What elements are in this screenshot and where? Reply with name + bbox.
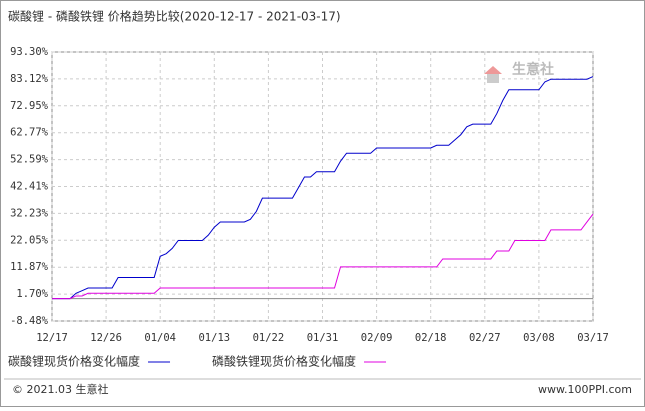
x-tick-label: 01/13 [198,332,230,344]
legend-label: 磷酸铁锂现货价格变化幅度 [212,354,356,369]
y-tick-label: 93.30% [10,46,49,58]
y-tick-label: 52.59% [10,154,49,166]
y-tick-label: 83.12% [10,73,49,85]
watermark-text: 生意社 [512,61,554,78]
x-tick-label: 12/17 [36,332,68,344]
legend-label: 碳酸锂现货价格变化幅度 [8,354,140,369]
x-tick-label: 01/31 [307,332,339,344]
y-tick-label: 22.05% [10,234,49,246]
x-tick-label: 03/08 [523,332,555,344]
y-tick-label: 11.87% [10,261,49,273]
series-line [52,213,594,300]
x-tick-label: 02/18 [415,332,447,344]
y-tick-label: 1.70% [16,288,48,300]
watermark-icon [484,66,502,74]
x-tick-label: 02/27 [469,332,501,344]
series-line [52,76,594,300]
x-tick-label: 01/04 [144,332,176,344]
x-tick-label: 12/26 [90,332,122,344]
footer-left: © 2021.03 生意社 [12,382,108,396]
y-tick-label: 62.77% [10,127,49,139]
x-tick-label: 01/22 [253,332,285,344]
y-tick-label: 32.23% [10,207,49,219]
footer-right: www.100PPI.com [538,383,632,396]
y-tick-label: -8.48% [10,315,49,327]
chart-title: 碳酸锂 - 磷酸铁锂 价格趋势比较(2020-12-17 - 2021-03-1… [8,9,341,24]
x-tick-label: 02/09 [361,332,393,344]
y-tick-label: 72.95% [10,100,49,112]
y-tick-label: 42.41% [10,181,49,193]
x-tick-label: 03/17 [577,332,609,344]
